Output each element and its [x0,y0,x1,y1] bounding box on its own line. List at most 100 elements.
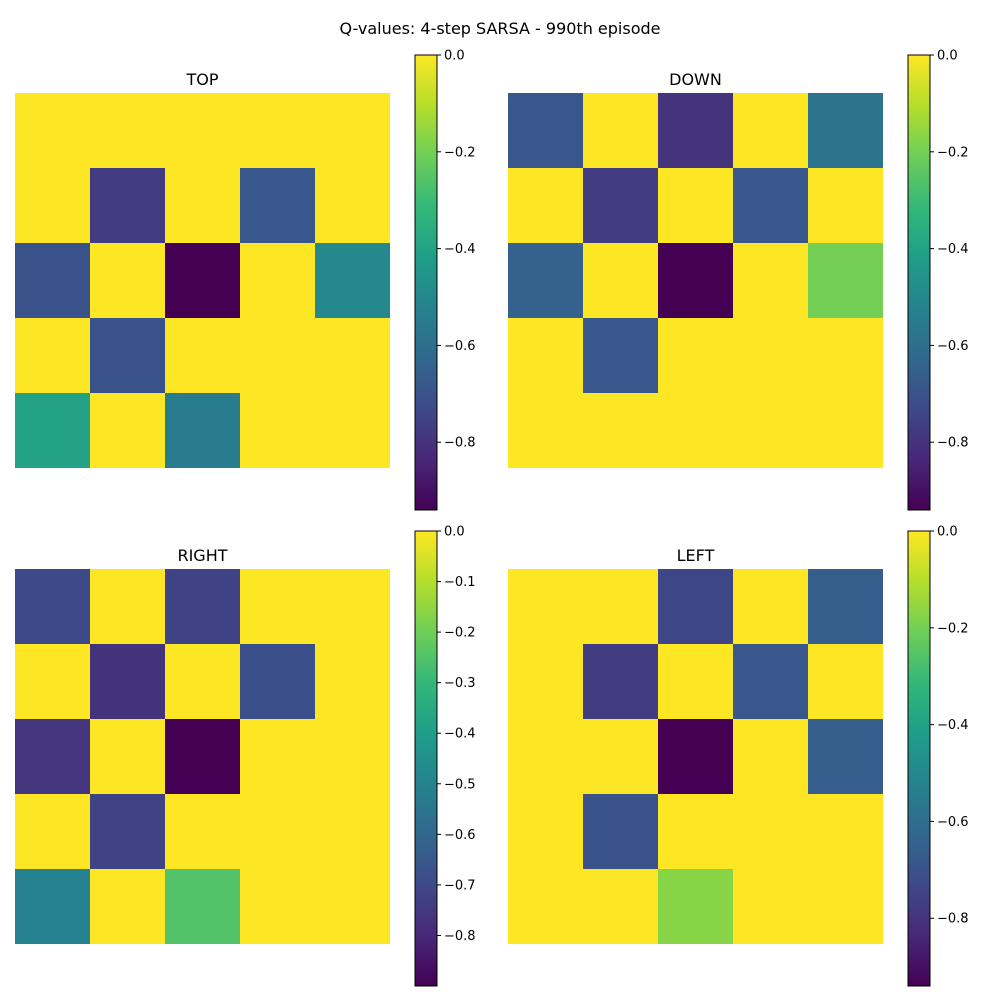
heatmap-cell [658,243,733,318]
heatmap-cell [733,243,808,318]
colorbar-tick-label: −0.2 [444,145,476,160]
heatmap-cell [90,719,165,794]
colorbar-down [907,54,931,511]
colorbar-tick-label: −0.3 [444,676,476,691]
colorbar-tick-label: −0.6 [937,815,969,830]
heatmap-cell [508,644,583,719]
heatmap-cell [165,318,240,393]
heatmap-cell [240,168,315,243]
heatmap-cell [583,794,658,869]
heatmap-cell [808,318,883,393]
panel-title-top: TOP [185,70,218,89]
heatmap-cell [15,869,90,944]
heatmap-cell [508,569,583,644]
heatmap-panel-left: LEFT 0.0 −0.2 −0.4 −0.6 −0.8 [508,525,969,987]
colorbar-tick-label: −0.6 [444,339,476,354]
heatmap-cell [658,318,733,393]
heatmap-cell [240,569,315,644]
figure-title: Q-values: 4-step SARSA - 990th episode [339,19,660,38]
heatmap-panel-right: RIGHT 0.0 −0.1 −0.2 −0.3 −0.4 −0.5 −0.6 −0.7 −0.8 [15,525,476,987]
heatmap-cell [508,93,583,168]
heatmap-cell [658,168,733,243]
panel-title-right: RIGHT [177,546,227,565]
heatmap-cell [733,794,808,869]
colorbar-tick-label: −0.4 [444,727,476,742]
heatmap-cell [90,794,165,869]
heatmap-cell [240,318,315,393]
heatmap-cell [165,869,240,944]
colorbar-tick-label: −0.6 [937,339,969,354]
heatmap-cell [583,869,658,944]
heatmap-cell [508,168,583,243]
heatmap-cell [808,569,883,644]
heatmap-cell [90,644,165,719]
colorbar-tick-label: −0.1 [444,575,476,590]
heatmap-cell [808,644,883,719]
heatmap-cell [583,318,658,393]
heatmap-cell [315,644,390,719]
colorbar-tick-label: −0.6 [444,828,476,843]
heatmap-cell [733,93,808,168]
heatmap-cell [165,644,240,719]
colorbar-tick-label: −0.7 [444,878,476,893]
panel-title-left: LEFT [677,546,715,565]
colorbar-tick-label: −0.8 [444,436,476,451]
heatmap-cell [583,644,658,719]
colorbar-tick-label: −0.2 [937,621,969,636]
heatmap-cell [315,93,390,168]
heatmap-cell [808,93,883,168]
heatmap-cell [808,168,883,243]
heatmap-cell [15,393,90,468]
heatmap-cell [315,318,390,393]
heatmap-cell [583,243,658,318]
heatmap-cell [315,869,390,944]
colorbar-tick-label: 0.0 [937,525,958,540]
panel-title-down: DOWN [669,70,722,89]
colorbar-right [414,530,438,987]
heatmap-cell [90,243,165,318]
heatmap-cell [808,393,883,468]
heatmap-cell [508,869,583,944]
heatmap-cell [165,168,240,243]
heatmap-cell [658,719,733,794]
colorbar-tick-label: 0.0 [937,49,958,64]
heatmap-cell [240,869,315,944]
colorbar-tick-label: −0.8 [937,912,969,927]
heatmap-cell [15,794,90,869]
heatmap-cell [165,93,240,168]
colorbar-top [414,54,438,511]
colorbar-left [907,530,931,987]
heatmap-cell [583,569,658,644]
heatmap-cell [15,168,90,243]
heatmap-cell [658,393,733,468]
heatmap-cell [733,869,808,944]
heatmap-cell [90,569,165,644]
heatmap-cell [15,644,90,719]
heatmap-cell [733,569,808,644]
heatmap-cell [583,719,658,794]
heatmap-cell [733,644,808,719]
heatmap-cell [315,569,390,644]
heatmap-cell [240,719,315,794]
heatmap-cell [658,869,733,944]
colorbar-tick-label: −0.2 [444,626,476,641]
heatmap-cell [15,93,90,168]
heatmap-cell [315,719,390,794]
heatmap-cell [733,393,808,468]
heatmap-cell [240,644,315,719]
heatmap-cell [90,869,165,944]
heatmap-cell [658,569,733,644]
heatmap-cell [658,794,733,869]
heatmap-cell [508,243,583,318]
heatmap-cell [508,794,583,869]
heatmap-cell [90,93,165,168]
heatmap-cell [240,393,315,468]
heatmap-cell [508,318,583,393]
heatmap-cell [15,719,90,794]
heatmap-cell [808,719,883,794]
heatmap-cell [15,318,90,393]
heatmap-cell [583,93,658,168]
heatmap-cell [508,719,583,794]
heatmap-cell [733,318,808,393]
